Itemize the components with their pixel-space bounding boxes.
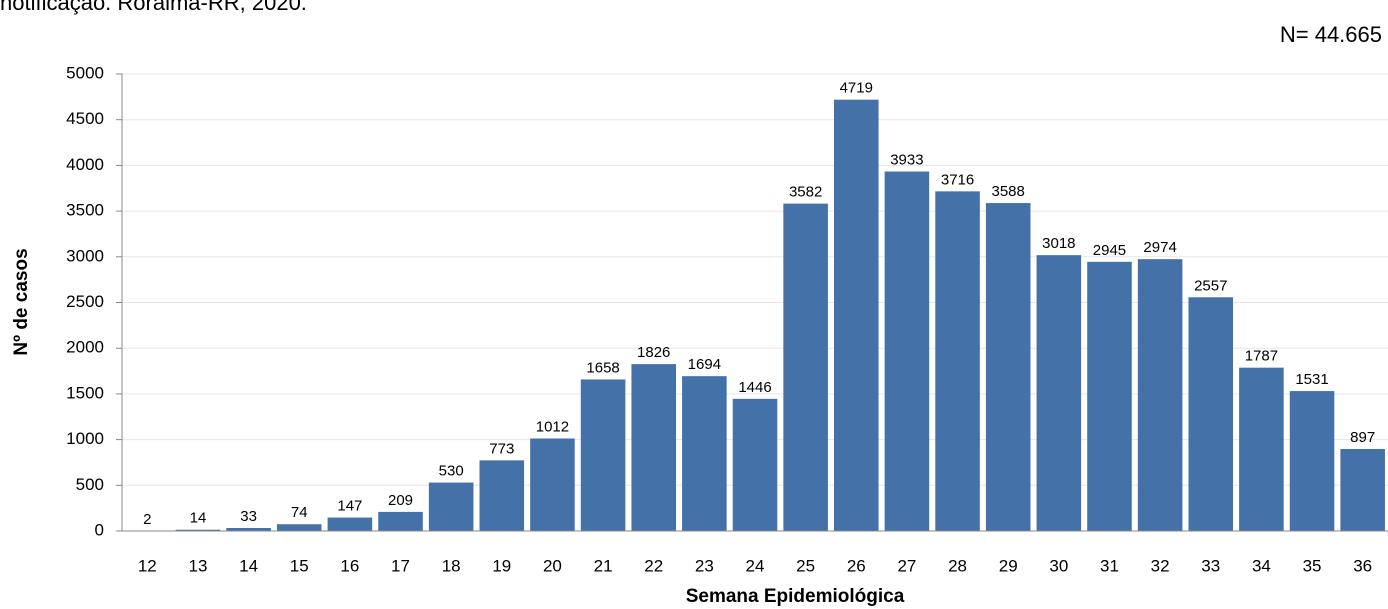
annotation: N= 44.665 xyxy=(1280,22,1382,47)
x-tick-label: 33 xyxy=(1201,556,1220,575)
value-label: 74 xyxy=(291,504,308,521)
bar xyxy=(985,203,1031,531)
bar xyxy=(884,171,930,531)
x-tick-label: 27 xyxy=(897,556,916,575)
bar xyxy=(226,527,271,531)
value-label: 2 xyxy=(143,511,151,528)
value-label: 147 xyxy=(337,498,362,515)
bar xyxy=(1137,259,1183,531)
value-label: 897 xyxy=(1350,429,1375,446)
value-label: 2945 xyxy=(1093,242,1126,259)
bar xyxy=(1289,391,1335,531)
value-label: 773 xyxy=(489,440,514,457)
y-tick-label: 2000 xyxy=(66,338,104,357)
x-tick-label: 24 xyxy=(746,556,765,575)
x-tick-label: 22 xyxy=(644,556,663,575)
value-label: 1694 xyxy=(688,356,721,373)
value-label: 1658 xyxy=(586,359,619,376)
y-tick-label: 4500 xyxy=(66,109,104,128)
value-label: 2557 xyxy=(1194,277,1227,294)
x-tick-label: 17 xyxy=(391,556,410,575)
bar xyxy=(783,203,828,531)
bar xyxy=(631,364,677,531)
value-label: 3018 xyxy=(1042,235,1075,252)
x-tick-label: 19 xyxy=(492,556,511,575)
x-tick-label: 20 xyxy=(543,556,562,575)
value-label: 1826 xyxy=(637,344,670,361)
bar xyxy=(580,379,626,531)
bar xyxy=(682,376,727,531)
x-tick-label: 28 xyxy=(948,556,967,575)
y-tick-label: 4000 xyxy=(66,155,104,174)
bar xyxy=(479,460,525,531)
value-label: 3716 xyxy=(941,171,974,188)
x-tick-label: 23 xyxy=(695,556,714,575)
chart-title: notificação. Roraima-RR, 2020. xyxy=(0,0,307,15)
bar xyxy=(1239,367,1284,531)
bar xyxy=(1036,255,1082,532)
x-tick-label: 16 xyxy=(340,556,359,575)
bar xyxy=(276,524,322,531)
x-tick-label: 12 xyxy=(138,556,157,575)
bar xyxy=(530,438,575,531)
x-tick-label: 34 xyxy=(1252,556,1271,575)
value-label: 4719 xyxy=(840,80,873,97)
bar xyxy=(833,99,879,531)
x-tick-label: 35 xyxy=(1303,556,1322,575)
bar xyxy=(378,511,423,531)
value-label: 3588 xyxy=(992,183,1025,200)
bar xyxy=(935,191,980,531)
value-label: 1446 xyxy=(738,379,771,396)
value-label: 3933 xyxy=(890,151,923,168)
x-tick-label: 13 xyxy=(188,556,207,575)
value-label: 14 xyxy=(190,510,207,527)
y-tick-label: 1500 xyxy=(66,383,104,402)
y-tick-label: 500 xyxy=(76,475,104,494)
value-label: 530 xyxy=(439,463,464,480)
x-tick-label: 30 xyxy=(1049,556,1068,575)
x-tick-label: 14 xyxy=(239,556,258,575)
x-tick-label: 15 xyxy=(290,556,309,575)
x-axis-title: Semana Epidemiológica xyxy=(686,586,905,607)
value-label: 209 xyxy=(388,492,413,509)
value-label: 2974 xyxy=(1143,239,1176,256)
bar xyxy=(428,482,474,531)
x-tick-label: 31 xyxy=(1100,556,1119,575)
value-label: 1531 xyxy=(1295,371,1328,388)
x-tick-label: 36 xyxy=(1353,556,1372,575)
bar xyxy=(732,398,778,531)
bar xyxy=(1340,449,1385,531)
x-tick-label: 26 xyxy=(847,556,866,575)
bar xyxy=(175,529,221,531)
x-tick-label: 32 xyxy=(1151,556,1170,575)
y-tick-label: 3500 xyxy=(66,201,104,220)
x-tick-label: 29 xyxy=(999,556,1018,575)
value-label: 1787 xyxy=(1245,348,1278,365)
y-axis-title: Nº de casos xyxy=(11,248,32,355)
y-tick-label: 3000 xyxy=(66,246,104,265)
bar xyxy=(1188,297,1234,531)
bar xyxy=(1087,261,1132,531)
y-tick-label: 2500 xyxy=(66,292,104,311)
value-label: 33 xyxy=(240,508,257,525)
y-tick-label: 0 xyxy=(95,520,104,539)
y-tick-label: 1000 xyxy=(66,429,104,448)
x-tick-label: 18 xyxy=(442,556,461,575)
x-tick-label: 25 xyxy=(796,556,815,575)
bar xyxy=(327,517,373,531)
value-label: 1012 xyxy=(536,418,569,435)
y-tick-label: 5000 xyxy=(66,63,104,82)
value-label: 3582 xyxy=(789,184,822,201)
x-tick-label: 21 xyxy=(594,556,613,575)
